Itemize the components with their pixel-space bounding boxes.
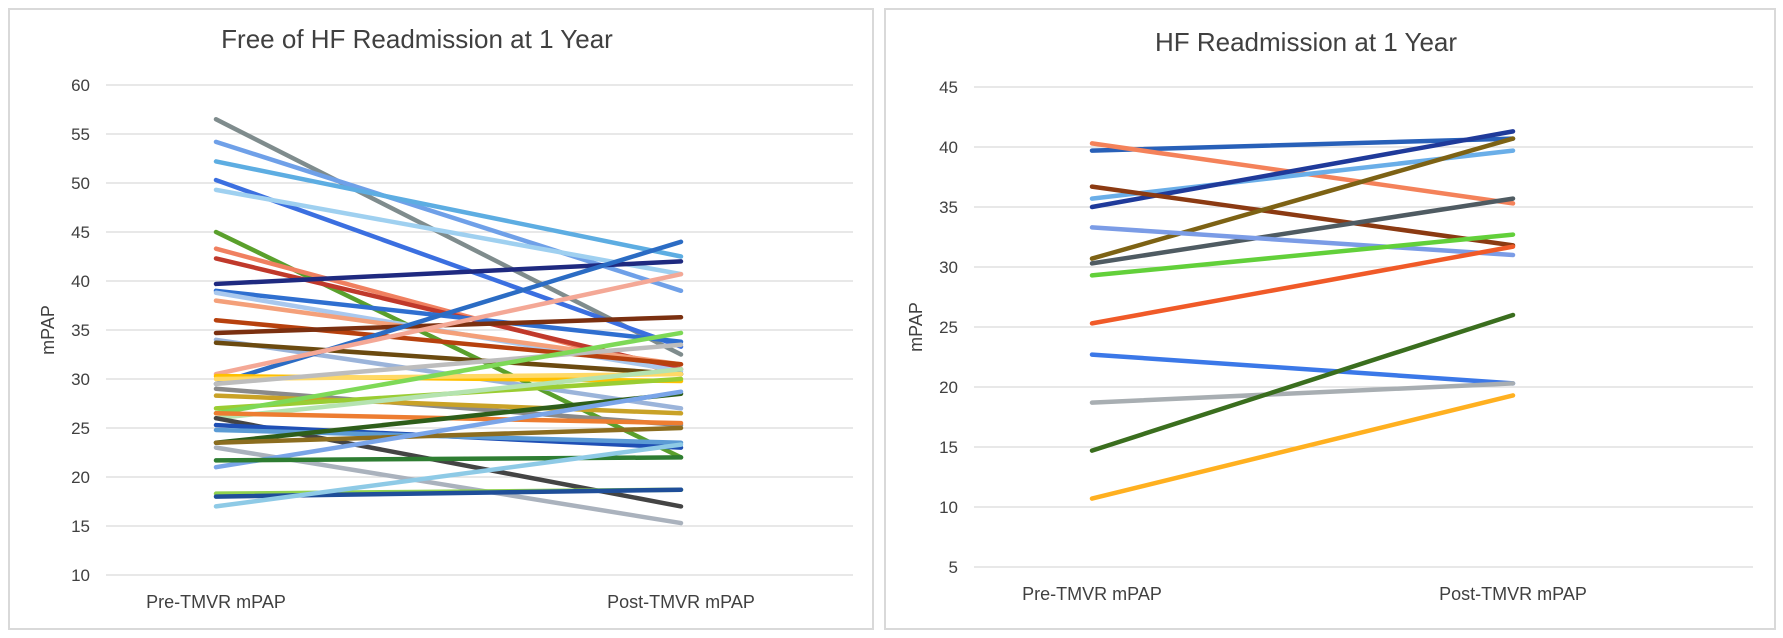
series-line: [213, 271, 684, 377]
series-line: [213, 117, 684, 357]
series-line: [1089, 244, 1516, 326]
series-line: [213, 342, 684, 387]
chart-title: Free of HF Readmission at 1 Year: [221, 24, 613, 54]
y-tick-label: 25: [939, 318, 958, 337]
x-category-label: Post-TMVR mPAP: [607, 592, 755, 612]
chart-panel-free-of-readmission: Free of HF Readmission at 1 Year 10 15 20 25…: [8, 8, 874, 630]
series-line: [213, 187, 684, 277]
x-category-label: Pre-TMVR mPAP: [1022, 584, 1162, 604]
y-tick-label: 40: [71, 272, 90, 291]
series-line: [1089, 352, 1516, 386]
series-line: [1089, 184, 1516, 248]
y-tick-label: 35: [939, 198, 958, 217]
chart-title: HF Readmission at 1 Year: [1155, 27, 1457, 57]
y-axis-label: mPAP: [38, 305, 58, 355]
y-tick-label: 20: [939, 378, 958, 397]
y-tick-label: 45: [71, 223, 90, 242]
series-line: [213, 159, 684, 259]
series-line: [1089, 136, 1516, 261]
series-line: [213, 298, 684, 367]
series-line: [1089, 196, 1516, 266]
series-line: [1089, 312, 1516, 453]
y-tick-label: 55: [71, 125, 90, 144]
series-line: [213, 366, 684, 421]
series-line: [1089, 381, 1516, 405]
series-line: [213, 340, 684, 377]
x-category-label: Post-TMVR mPAP: [1439, 584, 1587, 604]
y-tick-label: 30: [939, 258, 958, 277]
y-tick-label: 20: [71, 468, 90, 487]
y-tick-label: 45: [939, 78, 958, 97]
y-tick-label: 50: [71, 174, 90, 193]
x-category-label: Pre-TMVR mPAP: [146, 592, 286, 612]
series-line: [1089, 232, 1516, 278]
series-line: [213, 317, 684, 367]
chart-panel-readmission: HF Readmission at 1 Year 5 10 15 20 25 30 35 40 4…: [884, 8, 1776, 630]
series-line: [213, 389, 684, 470]
y-axis-label: mPAP: [906, 302, 926, 352]
chart-readmission: HF Readmission at 1 Year 5 10 15 20 25 30 35 40 4…: [906, 27, 1753, 604]
y-tick-label: 35: [71, 321, 90, 340]
y-tick-label: 40: [939, 138, 958, 157]
series-line: [213, 239, 684, 387]
series-line: [1089, 225, 1516, 258]
chart-free-of-readmission: Free of HF Readmission at 1 Year 10 15 20 25…: [38, 24, 853, 612]
y-tick-label: 10: [71, 566, 90, 585]
y-tick-label: 30: [71, 370, 90, 389]
y-tick-label: 5: [949, 558, 958, 577]
series-line: [213, 288, 684, 345]
series-line: [1089, 136, 1516, 153]
series-line: [213, 425, 684, 445]
series-line: [213, 386, 684, 428]
series-line: [213, 455, 684, 463]
series-line: [1089, 393, 1516, 501]
y-tick-label: 15: [71, 517, 90, 536]
series-line: [213, 330, 684, 416]
y-tick-label: 60: [71, 76, 90, 95]
y-tick-label: 15: [939, 438, 958, 457]
y-tick-label: 10: [939, 498, 958, 517]
series-line: [213, 442, 684, 509]
series-line: [213, 391, 684, 445]
y-tick-label: 25: [71, 419, 90, 438]
